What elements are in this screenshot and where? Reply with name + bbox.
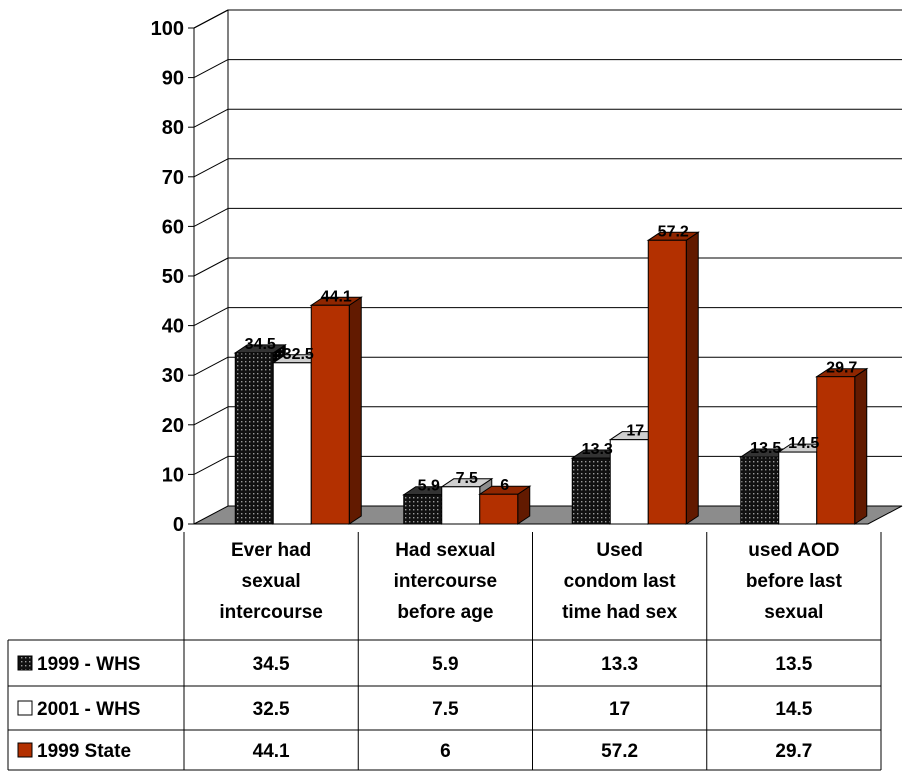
table-cell: 13.3 — [601, 654, 638, 675]
bar — [311, 297, 361, 524]
table-cell: 6 — [440, 741, 451, 762]
data-label: 57.2 — [658, 223, 689, 240]
bars — [235, 232, 867, 524]
y-tick-label: 40 — [162, 316, 184, 338]
bar-front — [779, 452, 817, 524]
y-tick-label: 90 — [162, 68, 184, 90]
gridline-diagonal — [194, 208, 228, 226]
bar-front — [817, 377, 855, 524]
bar-front — [480, 494, 518, 524]
table-cell: 14.5 — [775, 699, 812, 720]
y-tick-label: 20 — [162, 415, 184, 437]
category-label: Ever had — [231, 540, 311, 561]
data-label: 34.5 — [245, 336, 276, 353]
data-label: 7.5 — [456, 470, 478, 487]
data-label: 6 — [500, 477, 509, 494]
table-cell: 5.9 — [432, 654, 458, 675]
category-label: sexual — [764, 602, 823, 623]
legend-swatch — [18, 743, 32, 757]
bar-front — [610, 440, 648, 524]
gridline-diagonal — [194, 407, 228, 425]
bar-side — [349, 297, 361, 524]
bar-side — [686, 232, 698, 524]
table-cell: 13.5 — [775, 654, 812, 675]
table-cell: 7.5 — [432, 699, 459, 720]
legend-label: 1999 State — [37, 741, 131, 762]
category-label: Used — [596, 540, 642, 561]
gridline-diagonal — [194, 109, 228, 127]
category-label: before age — [397, 602, 493, 623]
y-tick-label: 70 — [162, 167, 184, 189]
gridline-diagonal — [194, 258, 228, 276]
table-cell: 17 — [609, 699, 630, 720]
table-cell: 57.2 — [601, 741, 638, 762]
y-tick-label: 0 — [173, 514, 184, 536]
data-label: 29.7 — [826, 360, 857, 377]
bar-front — [442, 487, 480, 524]
legend-swatch — [18, 656, 32, 670]
bar-front — [311, 305, 349, 524]
y-axis-ticks: 0 10 20 30 40 50 60 70 80 90 100 — [151, 18, 194, 536]
category-label: intercourse — [394, 571, 497, 592]
bar-front — [404, 495, 442, 524]
y-tick-label: 60 — [162, 216, 184, 238]
gridline-diagonal — [194, 10, 228, 28]
data-label: 14.5 — [788, 435, 819, 452]
y-tick-label: 100 — [151, 18, 184, 40]
bar-front — [741, 457, 779, 524]
data-label: 17 — [626, 423, 644, 440]
legend-swatch — [18, 701, 32, 715]
data-label: 44.1 — [321, 288, 352, 305]
category-label: sexual — [242, 571, 301, 592]
category-label: condom last — [564, 571, 677, 592]
y-tick-label: 80 — [162, 117, 184, 139]
bar-side — [855, 369, 867, 524]
data-table: Ever had sexual intercourse Had sexual inter… — [8, 532, 881, 770]
y-tick-label: 50 — [162, 266, 184, 288]
category-label: before last — [746, 571, 843, 592]
data-label: 13.5 — [750, 440, 781, 457]
table-cell: 34.5 — [253, 654, 290, 675]
bar — [817, 369, 867, 524]
data-label: 32.5 — [283, 346, 314, 363]
table-cell: 44.1 — [253, 741, 290, 762]
category-label: time had sex — [562, 602, 678, 623]
data-label: 5.9 — [418, 478, 440, 495]
table-cell: 29.7 — [775, 741, 812, 762]
bar-front — [273, 363, 311, 524]
category-label: Had sexual — [395, 540, 495, 561]
y-tick-label: 10 — [162, 464, 184, 486]
legend-label: 1999 - WHS — [37, 654, 140, 675]
data-label: 13.3 — [582, 441, 613, 458]
table-cell: 32.5 — [253, 699, 290, 720]
gridline-diagonal — [194, 159, 228, 177]
gridline-diagonal — [194, 456, 228, 474]
y-tick-label: 30 — [162, 365, 184, 387]
category-label: used AOD — [748, 540, 839, 561]
bar-front — [572, 458, 610, 524]
gridline-diagonal — [194, 357, 228, 375]
bar-front — [648, 240, 686, 524]
gridline-diagonal — [194, 308, 228, 326]
bar-front — [235, 353, 273, 524]
legend-label: 2001 - WHS — [37, 699, 140, 720]
gridline-diagonal — [194, 60, 228, 78]
category-label: intercourse — [219, 602, 322, 623]
bar — [648, 232, 698, 524]
